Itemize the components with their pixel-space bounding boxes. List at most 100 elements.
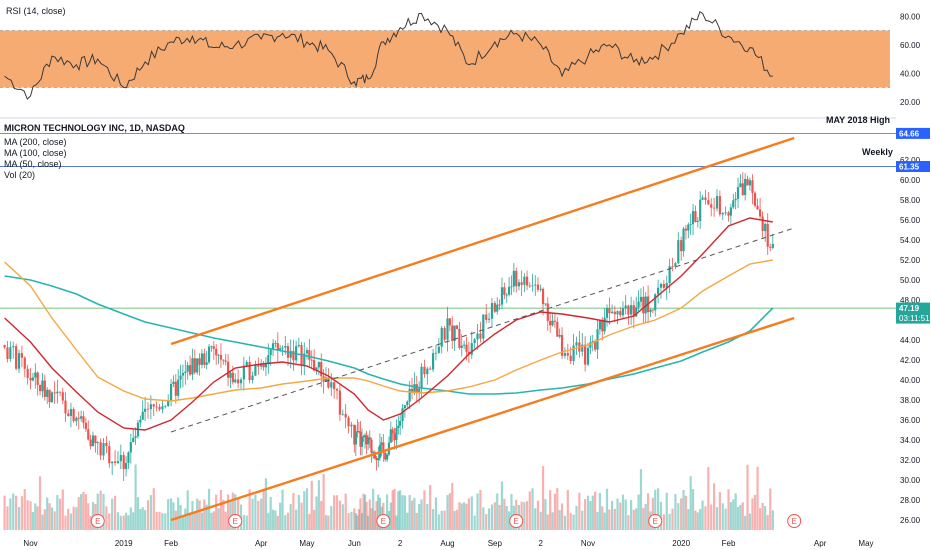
candle-body <box>434 352 438 354</box>
candle-body <box>9 347 12 360</box>
candle-body <box>362 436 365 438</box>
earnings-marker[interactable] <box>376 514 391 528</box>
volume-bar <box>496 493 499 530</box>
weekly-price-tag-text: 61.35 <box>899 163 920 172</box>
candle-body <box>102 443 105 456</box>
volume-bar <box>99 490 102 530</box>
candle-body <box>236 379 240 384</box>
volume-bar <box>167 499 170 530</box>
candle-body <box>761 216 764 232</box>
volume-bar <box>113 495 117 530</box>
volume-bar <box>751 498 754 530</box>
volume-bar <box>43 509 46 530</box>
volume-bar <box>556 488 559 530</box>
may-high-price-tag-text: 64.66 <box>899 129 920 138</box>
candle-body <box>704 197 707 201</box>
candle-body <box>724 212 727 214</box>
volume-bar <box>23 489 26 530</box>
candle-body <box>80 416 83 419</box>
volume-bar <box>276 515 279 530</box>
candle-body <box>193 358 196 373</box>
candle-body <box>764 223 767 232</box>
earnings-marker[interactable] <box>648 514 663 528</box>
volume-bar <box>463 502 466 530</box>
candle-body <box>257 364 260 367</box>
candle-body <box>210 346 213 348</box>
candle-body <box>276 343 279 350</box>
volume-bar <box>341 504 344 530</box>
volume-bar <box>566 490 569 530</box>
candle-body <box>701 197 704 200</box>
volume-bar <box>689 476 692 530</box>
time-axis[interactable]: Nov 2019 Feb Apr May Jun 2 Aug Sep 2 Nov 2020 Feb Apr… <box>23 539 873 548</box>
volume-bar <box>222 499 225 530</box>
candle-body <box>528 285 531 287</box>
earnings-marker[interactable] <box>90 514 105 528</box>
earnings-marker[interactable] <box>228 514 243 528</box>
candle-body <box>169 384 173 401</box>
volume-bar <box>297 494 300 530</box>
rsi-panel[interactable]: RSI (14, close) 20.00 40.00 60.00 80.00 <box>0 6 921 107</box>
indicator-ma200-label: MA (200, close) <box>4 137 67 147</box>
volume-bar <box>596 511 599 530</box>
volume-bar <box>443 510 446 530</box>
volume-bar <box>736 506 740 530</box>
volume-bar <box>536 500 540 530</box>
volume-bar <box>245 515 248 530</box>
volume-bar <box>177 497 180 530</box>
candle-body <box>487 318 491 320</box>
candle-body <box>124 462 128 469</box>
volume-bar <box>395 515 398 530</box>
volume-bar <box>9 498 12 530</box>
channel-midline[interactable] <box>170 227 795 433</box>
volume-bar <box>198 500 201 530</box>
volume-bar <box>415 512 418 530</box>
volume-bar <box>694 510 697 530</box>
time-axis-tick: 2 <box>538 539 543 548</box>
bar-countdown-text: 03:11:51 <box>899 314 930 323</box>
volume-bar <box>715 507 719 530</box>
candle-body <box>61 392 64 401</box>
rsi-axis-tick: 40.00 <box>900 69 921 78</box>
volume-bar <box>262 489 265 530</box>
ma50-line <box>4 217 773 431</box>
candle-body <box>77 417 80 419</box>
candle-body <box>113 461 117 464</box>
candle-body <box>729 207 732 216</box>
earnings-marker[interactable] <box>509 514 524 528</box>
time-axis-tick: 2019 <box>115 539 133 548</box>
channel-upper-line[interactable] <box>170 136 795 346</box>
volume-bar <box>188 512 192 530</box>
candle-body <box>382 442 385 453</box>
volume-bar <box>665 492 668 530</box>
volume-bar <box>80 494 83 530</box>
price-axis-tick: 50.00 <box>900 276 921 285</box>
candle-body <box>313 360 316 371</box>
candle-body <box>357 431 361 432</box>
candle-body <box>649 309 652 313</box>
candle-body <box>146 408 150 410</box>
earnings-marker[interactable] <box>787 514 802 528</box>
volume-bar <box>271 509 275 530</box>
volume-bar <box>34 503 37 530</box>
candle-body <box>630 305 633 315</box>
volume-bar <box>210 512 213 530</box>
candle-body <box>534 284 537 286</box>
volume-bar <box>186 490 189 530</box>
channel-lower-line[interactable] <box>170 316 795 522</box>
volume-bar <box>203 499 206 530</box>
volume-bar <box>234 494 237 530</box>
candle-body <box>732 200 735 208</box>
volume-bar <box>50 507 54 530</box>
candle-body <box>601 320 604 332</box>
candle-body <box>181 372 185 376</box>
volume-bar <box>619 502 622 530</box>
price-panel[interactable]: E E E E E E MICRON TECHNOLOGY INC, 1D, NASDAQ… <box>0 115 930 548</box>
volume-bar <box>111 498 114 530</box>
volume-bar <box>116 512 120 530</box>
price-axis-tick: 54.00 <box>900 236 921 245</box>
volume-bar <box>544 499 547 530</box>
time-axis-tick: Feb <box>722 539 736 548</box>
